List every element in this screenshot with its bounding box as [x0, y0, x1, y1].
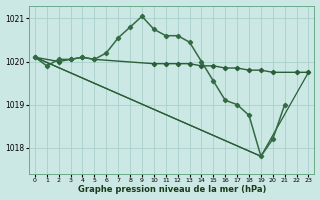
X-axis label: Graphe pression niveau de la mer (hPa): Graphe pression niveau de la mer (hPa): [77, 185, 266, 194]
